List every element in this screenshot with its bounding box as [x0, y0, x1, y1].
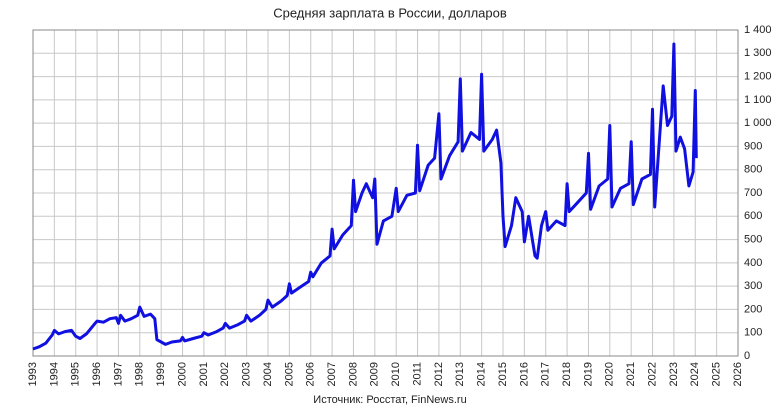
- y-tick-label: 900: [744, 140, 762, 152]
- x-tick-label: 2011: [411, 362, 423, 386]
- x-tick-label: 1996: [91, 362, 103, 386]
- plot-border: [32, 29, 739, 357]
- y-tick-label: 100: [744, 327, 762, 339]
- x-tick-label: 2010: [390, 362, 402, 386]
- y-tick-label: 1 100: [744, 94, 772, 106]
- y-tick-label: 1 300: [744, 47, 772, 59]
- x-tick-label: 2017: [540, 362, 552, 386]
- y-tick-label: 200: [744, 303, 762, 315]
- y-tick-label: 300: [744, 280, 762, 292]
- x-tick-label: 2003: [241, 362, 253, 386]
- x-tick-label: 2021: [625, 362, 637, 386]
- y-tick-label: 700: [744, 187, 762, 199]
- x-tick-label: 2008: [347, 362, 359, 386]
- x-tick-label: 2025: [711, 362, 723, 386]
- y-tick-label: 500: [744, 233, 762, 245]
- x-tick-label: 2009: [369, 362, 381, 386]
- x-tick-label: 2005: [283, 362, 295, 386]
- y-tick-label: 400: [744, 257, 762, 269]
- x-tick-label: 2020: [604, 362, 616, 386]
- y-tick-label: 1 000: [744, 117, 772, 129]
- y-tick-label: 800: [744, 164, 762, 176]
- x-tick-label: 1997: [112, 362, 124, 386]
- x-tick-label: 2002: [219, 362, 231, 386]
- x-tick-label: 2004: [262, 362, 274, 386]
- x-tick-label: 2022: [646, 362, 658, 386]
- x-tick-label: 1998: [134, 362, 146, 386]
- x-tick-label: 2013: [454, 362, 466, 386]
- y-tick-label: 600: [744, 210, 762, 222]
- y-tick-label: 1 200: [744, 70, 772, 82]
- x-tick-label: 2019: [582, 362, 594, 386]
- x-tick-label: 1993: [27, 362, 39, 386]
- x-tick-label: 2015: [497, 362, 509, 386]
- x-tick-label: 2016: [518, 362, 530, 386]
- x-tick-label: 1995: [70, 362, 82, 386]
- x-tick-label: 1999: [155, 362, 167, 386]
- x-tick-label: 2012: [433, 362, 445, 386]
- x-tick-label: 2024: [689, 362, 701, 386]
- x-tick-label: 2014: [476, 362, 488, 386]
- x-tick-label: 1994: [48, 362, 60, 386]
- y-tick-label: 1 400: [744, 24, 772, 36]
- x-tick-label: 2000: [176, 362, 188, 386]
- x-tick-label: 2026: [732, 362, 744, 386]
- y-tick-label: 0: [744, 350, 750, 362]
- x-tick-label: 2001: [198, 362, 210, 386]
- chart-title: Средняя зарплата в России, долларов: [273, 5, 507, 20]
- x-tick-label: 2023: [668, 362, 680, 386]
- data-line: [32, 42, 698, 351]
- x-tick-label: 2007: [326, 362, 338, 386]
- x-tick-label: 2018: [561, 362, 573, 386]
- source-note: Источник: Росстат, FinNews.ru: [313, 394, 466, 406]
- x-tick-label: 2006: [305, 362, 317, 386]
